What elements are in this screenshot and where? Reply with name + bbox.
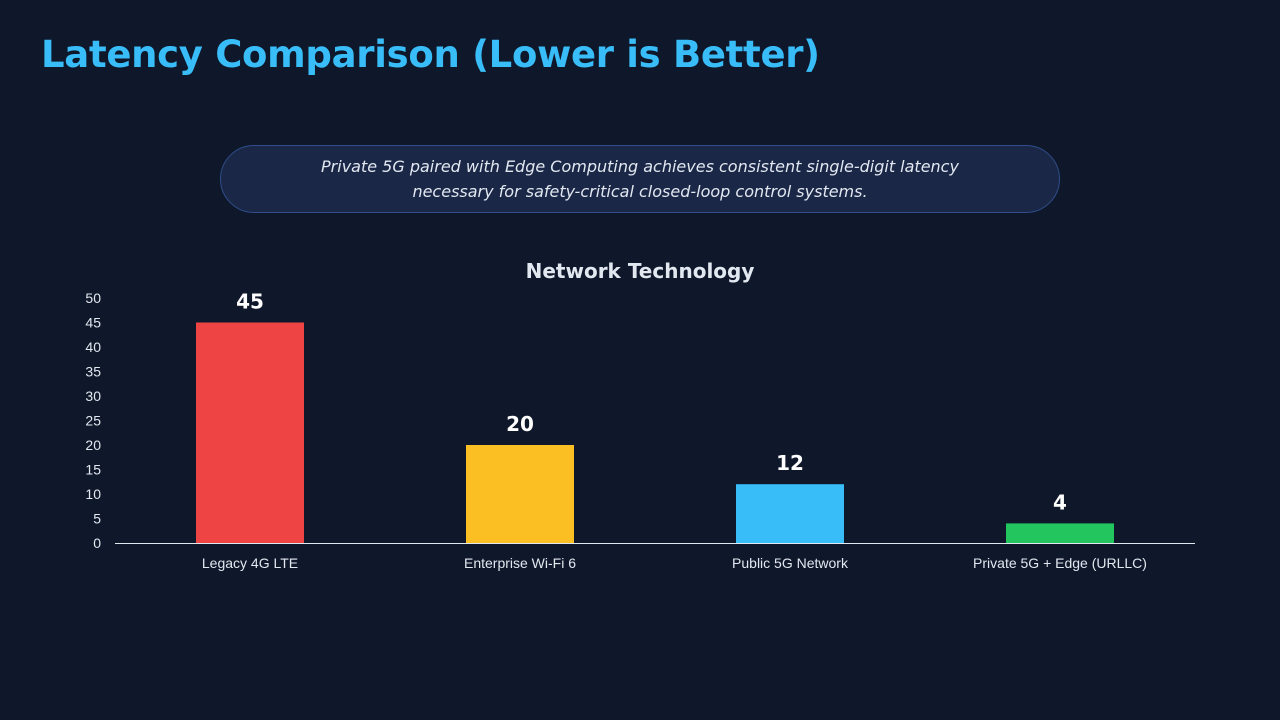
data-label: 12 [776, 451, 804, 475]
bar-legacy-4g-lte [196, 322, 304, 543]
x-axis: Legacy 4G LTE Enterprise Wi-Fi 6 Public 5G… [115, 543, 1195, 571]
bar-public-5g-network [736, 484, 844, 543]
data-labels: 45 20 12 4 [236, 290, 1067, 515]
y-tick-label: 10 [85, 486, 101, 502]
data-label: 4 [1053, 490, 1067, 514]
category-label: Private 5G + Edge (URLLC) [973, 555, 1147, 571]
slide-title: Latency Comparison (Lower is Better) [41, 33, 820, 76]
chart-title: Network Technology [526, 259, 755, 283]
y-tick-label: 30 [85, 388, 101, 404]
data-label: 20 [506, 412, 534, 436]
category-label: Legacy 4G LTE [202, 555, 298, 571]
callout-text: Private 5G paired with Edge Computing ac… [321, 157, 959, 201]
y-tick-label: 35 [85, 364, 101, 380]
y-tick-label: 45 [85, 315, 101, 331]
y-axis: 0 5 10 15 20 25 30 35 40 45 50 [85, 290, 101, 551]
y-tick-label: 5 [93, 511, 101, 527]
bars [196, 322, 1114, 543]
y-tick-label: 15 [85, 462, 101, 478]
callout-box: Private 5G paired with Edge Computing ac… [220, 145, 1060, 213]
y-tick-label: 40 [85, 339, 101, 355]
data-label: 45 [236, 290, 264, 314]
y-tick-label: 50 [85, 290, 101, 306]
y-tick-label: 25 [85, 413, 101, 429]
category-label: Enterprise Wi-Fi 6 [464, 555, 576, 571]
category-label: Public 5G Network [732, 555, 849, 571]
bar-enterprise-wi-fi-6 [466, 445, 574, 543]
y-tick-label: 20 [85, 437, 101, 453]
y-tick-label: 0 [93, 535, 101, 551]
bar-private-5g-edge-urllc [1006, 523, 1114, 543]
